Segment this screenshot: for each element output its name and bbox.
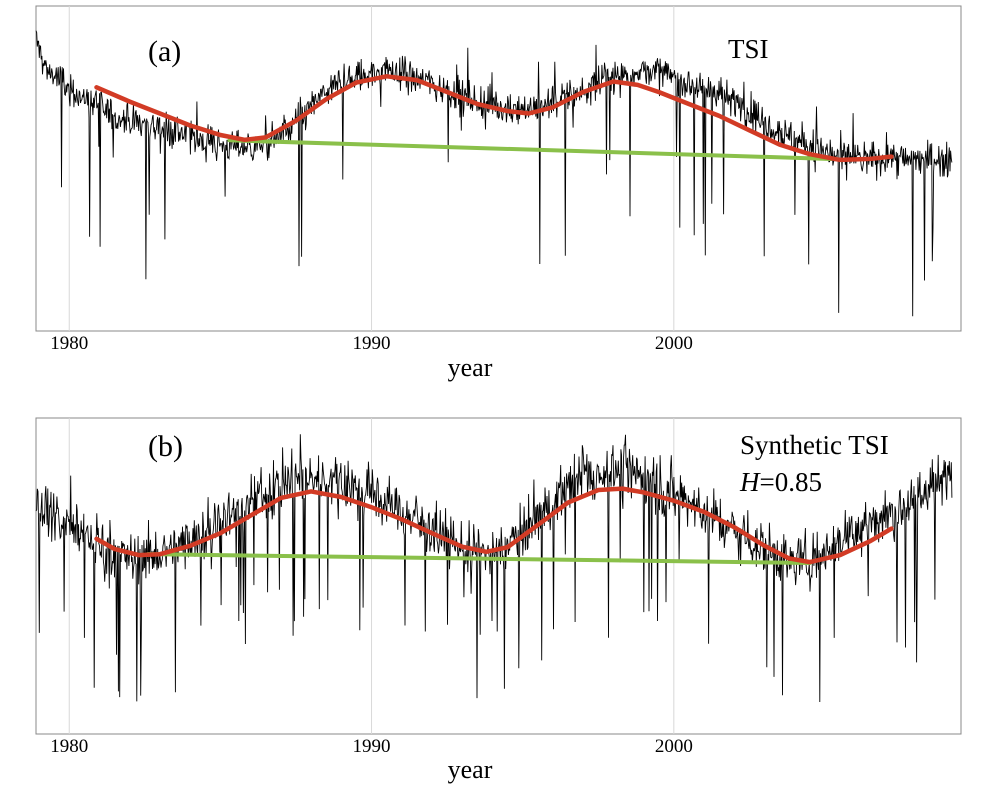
ticks-a: 1980 1990 2000 [50, 333, 693, 354]
grid-a [68, 6, 675, 331]
plot-area-a [35, 5, 962, 332]
smooth-line-a [94, 74, 894, 163]
plot-area-b [35, 417, 962, 735]
baseline-line-a [227, 138, 834, 161]
x-tick-label-a-0: 1980 [50, 333, 88, 354]
smooth-a [94, 74, 894, 163]
annotation-a: TSI [728, 34, 769, 64]
x-axis-label-a: year [448, 353, 493, 382]
param-value: =0.85 [760, 467, 822, 497]
smooth-line-b [94, 486, 894, 565]
panel-label-b: (b) [148, 430, 183, 463]
grid-b [68, 418, 675, 734]
x-tick-label-a-2: 2000 [655, 333, 693, 354]
annotation-b: Synthetic TSI [740, 430, 889, 460]
panel-label-a: (a) [148, 35, 181, 68]
param-symbol: H [739, 467, 761, 497]
ticks-b: 1980 1990 2000 [50, 736, 693, 757]
x-tick-label-b-0: 1980 [50, 736, 88, 757]
x-tick-label-a-1: 1990 [353, 333, 391, 354]
panel-a: 1980 1990 2000 (a) TSI year [35, 5, 962, 382]
panel-b: 1980 1990 2000 (b) Synthetic TSI H=0.85 ye… [35, 417, 962, 784]
x-axis-label-b: year [448, 755, 493, 784]
baseline-b [145, 552, 812, 565]
x-tick-label-b-1: 1990 [353, 736, 391, 757]
smooth-b [94, 486, 894, 565]
annotation-b-param: H=0.85 [739, 467, 822, 497]
baseline-a [227, 138, 834, 161]
x-tick-label-b-2: 2000 [655, 736, 693, 757]
baseline-line-b [145, 552, 812, 565]
